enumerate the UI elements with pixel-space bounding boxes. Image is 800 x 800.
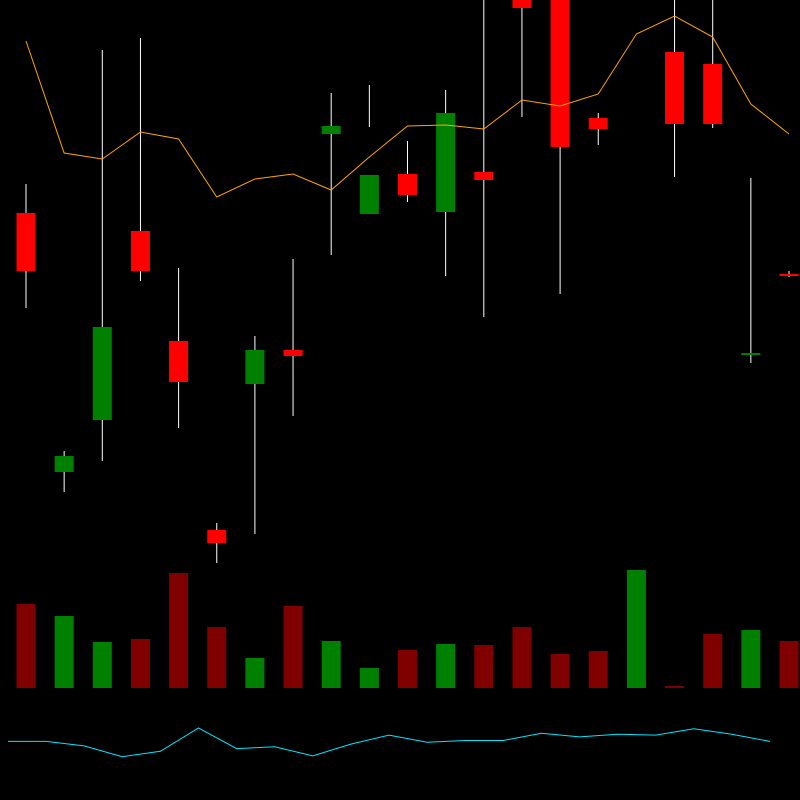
volume-panel (16, 570, 799, 688)
candle-body (321, 126, 341, 134)
volume-bar (626, 570, 646, 688)
candle-body (665, 52, 685, 124)
volume-bar (550, 654, 570, 688)
candle-body (130, 231, 150, 271)
volume-bar (16, 604, 36, 688)
volume-bar (398, 650, 417, 688)
volume-bar (741, 630, 761, 688)
volume-bar (283, 606, 303, 688)
candle-body (588, 118, 608, 129)
volume-bar (169, 573, 189, 688)
volume-bar (359, 668, 379, 688)
volume-bar (130, 639, 150, 688)
volume-bar (245, 658, 265, 688)
volume-bar (703, 634, 723, 688)
indicator-line (8, 727, 771, 758)
candle-body (398, 174, 417, 195)
candle-body (550, 0, 570, 147)
candle-body (54, 456, 74, 472)
moving-average-line (25, 15, 790, 198)
volume-bar (207, 627, 227, 688)
candle-body (512, 0, 532, 8)
volume-bar (92, 642, 112, 688)
candle-body (169, 341, 189, 382)
volume-bar (588, 651, 608, 688)
candle-body (741, 353, 761, 355)
candle-body (283, 350, 303, 356)
candle-body (779, 274, 799, 276)
candle-body (436, 113, 456, 212)
candle-body (245, 350, 265, 384)
candle-body (703, 64, 723, 124)
volume-bar (474, 645, 494, 688)
candle-body (16, 213, 36, 271)
volume-bar (512, 627, 532, 688)
price-panel (16, 0, 799, 563)
candle-body (359, 175, 379, 214)
volume-bar (54, 616, 74, 688)
volume-bar (665, 686, 685, 688)
volume-bar (779, 641, 799, 688)
candle-body (92, 327, 112, 420)
volume-bar (436, 644, 456, 688)
volume-bar (321, 641, 341, 688)
candle-body (474, 172, 494, 180)
candle-body (207, 530, 227, 543)
